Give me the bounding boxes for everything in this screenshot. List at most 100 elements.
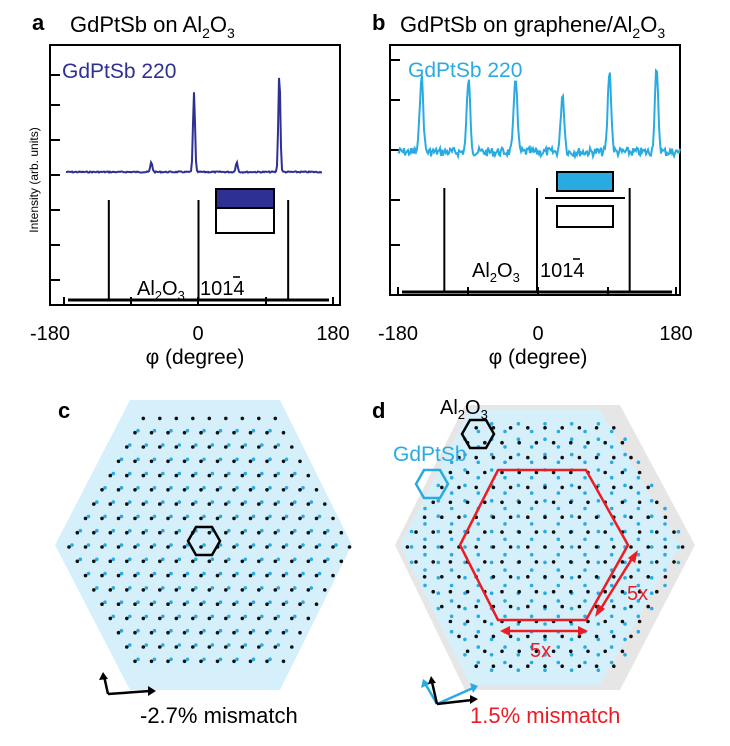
lattice-dot bbox=[207, 559, 212, 564]
lattice-dot bbox=[543, 437, 547, 442]
lattice-dot bbox=[663, 537, 667, 542]
lattice-dot bbox=[596, 560, 601, 565]
panel-b-tick-right: 180 bbox=[659, 323, 692, 345]
lattice-dot bbox=[463, 483, 467, 488]
lattice-dot bbox=[136, 514, 140, 519]
lattice-dot bbox=[569, 668, 574, 672]
lattice-dot bbox=[449, 614, 454, 619]
lattice-dot bbox=[596, 422, 601, 426]
lattice-dot bbox=[629, 455, 633, 460]
lattice-dot bbox=[503, 599, 507, 603]
lattice-dot bbox=[136, 600, 140, 604]
lattice-dot bbox=[248, 630, 253, 635]
lattice-dot bbox=[649, 514, 654, 518]
lattice-dot bbox=[423, 552, 427, 557]
lattice-dot bbox=[235, 428, 239, 433]
lattice-dot bbox=[116, 459, 121, 464]
lattice-dot bbox=[284, 486, 289, 490]
lattice-dot bbox=[646, 515, 650, 519]
lattice-dot bbox=[672, 560, 676, 564]
lattice-dot bbox=[623, 452, 627, 457]
lattice-dot bbox=[306, 530, 311, 535]
panel-a-frame bbox=[49, 44, 341, 306]
lattice-dot bbox=[672, 530, 676, 534]
lattice-dot bbox=[517, 649, 521, 654]
lattice-dot bbox=[609, 429, 614, 434]
lattice-dot bbox=[240, 588, 245, 592]
lattice-dot bbox=[543, 664, 547, 668]
lattice-dot bbox=[543, 634, 547, 639]
lattice-dot bbox=[224, 502, 228, 506]
lattice-dot bbox=[232, 573, 236, 578]
lattice-dot bbox=[543, 515, 547, 519]
lattice-dot bbox=[260, 614, 264, 619]
lattice-dot bbox=[551, 470, 556, 475]
lattice-dot bbox=[503, 660, 507, 665]
lattice-dot bbox=[177, 586, 182, 590]
lattice-dot bbox=[207, 588, 212, 592]
lattice-dot bbox=[440, 515, 444, 519]
lattice-dot bbox=[449, 552, 454, 557]
lattice-dot bbox=[182, 630, 187, 635]
lattice-dot bbox=[202, 543, 206, 547]
lattice-dot bbox=[128, 557, 132, 562]
lattice-dot bbox=[603, 589, 607, 594]
lattice-dot bbox=[526, 545, 530, 549]
lattice-dot bbox=[526, 426, 530, 430]
lattice-dot bbox=[257, 445, 261, 449]
panel-b-tick-mid: 0 bbox=[532, 323, 543, 345]
lattice-dot bbox=[449, 599, 454, 603]
panel-a-y-ticks bbox=[50, 74, 60, 281]
lattice-dot bbox=[620, 589, 625, 594]
lattice-dot bbox=[227, 557, 231, 562]
lattice-dot bbox=[149, 545, 154, 549]
lattice-dot bbox=[169, 428, 173, 433]
lattice-dot bbox=[636, 568, 641, 572]
lattice-dot bbox=[199, 545, 203, 549]
lattice-dot bbox=[463, 576, 467, 580]
lattice-dot bbox=[202, 457, 206, 462]
panel-d-gdptsb-cell bbox=[414, 468, 450, 500]
lattice-dot bbox=[281, 602, 286, 606]
lattice-dot bbox=[560, 634, 564, 639]
lattice-dot bbox=[125, 559, 129, 564]
lattice-dot bbox=[543, 653, 547, 657]
lattice-dot bbox=[409, 529, 414, 534]
lattice-dot bbox=[636, 475, 641, 480]
lattice-dot bbox=[314, 573, 319, 578]
lattice-dot bbox=[182, 659, 187, 664]
lattice-dot bbox=[141, 559, 146, 564]
lattice-dot bbox=[158, 473, 162, 478]
lattice-dot bbox=[182, 459, 187, 464]
lattice-dot bbox=[556, 445, 561, 449]
lattice-dot bbox=[161, 528, 165, 533]
lattice-dot bbox=[185, 514, 190, 519]
lattice-dot bbox=[483, 500, 487, 505]
lattice-dot bbox=[133, 459, 137, 464]
lattice-dot bbox=[676, 560, 681, 565]
lattice-dot bbox=[152, 600, 157, 604]
lattice-dot bbox=[149, 459, 154, 464]
lattice-dot bbox=[235, 657, 239, 662]
lattice-dot bbox=[491, 634, 496, 639]
lattice-dot bbox=[218, 600, 223, 604]
lattice-dot bbox=[108, 473, 113, 478]
lattice-dot bbox=[301, 600, 305, 604]
lattice-dot bbox=[103, 543, 107, 547]
lattice-dot bbox=[83, 516, 88, 521]
lattice-dot bbox=[265, 488, 269, 492]
lattice-dot bbox=[108, 559, 113, 564]
lattice-dot bbox=[476, 629, 481, 634]
lattice-dot bbox=[265, 630, 269, 635]
lattice-dot bbox=[637, 500, 642, 505]
lattice-dot bbox=[133, 602, 137, 606]
lattice-dot bbox=[182, 545, 187, 549]
lattice-dot bbox=[476, 660, 481, 665]
lattice-dot bbox=[119, 628, 124, 633]
lattice-dot bbox=[290, 502, 294, 506]
lattice-dot bbox=[331, 545, 335, 549]
lattice-dot bbox=[290, 559, 294, 564]
lattice-dot bbox=[152, 514, 157, 519]
lattice-dot bbox=[128, 443, 132, 447]
lattice-dot bbox=[423, 506, 427, 511]
